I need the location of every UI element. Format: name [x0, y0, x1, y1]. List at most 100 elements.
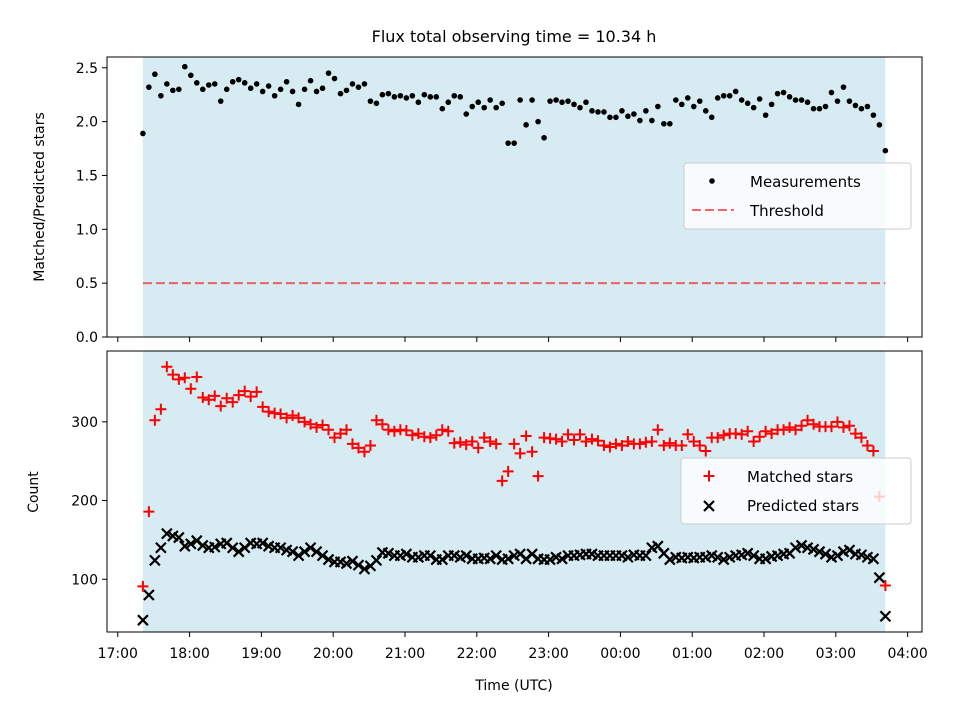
measurement-point [852, 102, 859, 109]
measurement-point [397, 92, 404, 99]
matched-star-point [185, 383, 197, 395]
measurement-point [265, 83, 272, 89]
measurement-point [583, 99, 589, 106]
x-tick-label: 01:00 [672, 646, 712, 662]
measurement-point [696, 98, 703, 104]
y-tick-label: 100 [71, 572, 98, 588]
matched-star-point [311, 421, 323, 433]
measurement-point [846, 98, 853, 104]
matched-star-point [430, 429, 442, 441]
matched-star-point [736, 428, 748, 440]
bottom-axes-frame [106, 350, 923, 633]
measurement-point [738, 97, 745, 103]
measurement-point [205, 82, 212, 88]
matched-star-point [466, 436, 478, 448]
measurement-point [780, 89, 787, 96]
matched-star-point [155, 403, 167, 415]
bottom-legend-frame [680, 457, 912, 525]
matched-star-point [520, 430, 532, 442]
y-tick-label: 200 [71, 494, 98, 510]
measurement-point [631, 111, 637, 117]
predicted-star-point [490, 549, 502, 562]
measurement-point [415, 99, 422, 106]
measurement-point [271, 92, 278, 99]
x-tick-label: 03:00 [816, 646, 856, 662]
measurement-point [211, 81, 218, 87]
matched-star-point [382, 424, 394, 436]
measurement-point [493, 104, 499, 111]
measurement-point [331, 75, 338, 82]
measurement-point [607, 114, 613, 121]
measurement-point [565, 98, 571, 104]
y-tick-label: 1.0 [76, 222, 98, 238]
matched-star-point [580, 436, 592, 448]
measurement-point [547, 98, 553, 104]
measurement-point [451, 92, 458, 99]
matched-star-point [496, 475, 508, 487]
predicted-star-point [197, 539, 209, 552]
x-tick-label: 20:00 [313, 646, 353, 662]
matched-star-point [658, 439, 670, 451]
matched-star-point [796, 420, 808, 432]
predicted-star-point [711, 551, 724, 564]
measurement-point [720, 92, 727, 99]
top-axes-frame [106, 56, 923, 338]
measurement-point [463, 111, 470, 117]
predicted-star-point [460, 549, 473, 562]
measurement-point [649, 117, 655, 124]
bottom-panel: 100 200 300 17:00 18:00 19:00 20:00 21:00 22:00… [26, 350, 928, 694]
predicted-star-point [544, 553, 556, 566]
matched-star-point [454, 436, 466, 448]
legend-x-glyph [703, 500, 715, 512]
predicted-star-point [502, 553, 514, 565]
predicted-star-point [256, 537, 269, 549]
matched-star-point [388, 425, 400, 437]
matched-star-point [143, 506, 155, 518]
matched-star-point [766, 428, 778, 440]
measurement-point [595, 109, 601, 115]
predicted-star-point [226, 542, 239, 554]
measurement-point [786, 94, 793, 100]
matched-star-point [299, 416, 311, 428]
predicted-star-point [358, 563, 371, 575]
measurement-point [625, 113, 631, 120]
measurement-point [295, 101, 302, 108]
measurement-point [379, 91, 386, 98]
measurement-point [361, 81, 368, 87]
matched-star-point [352, 442, 364, 454]
matched-star-point [622, 436, 634, 448]
matched-star-point [137, 580, 149, 592]
measurement-point [439, 105, 446, 112]
matched-star-point [227, 396, 239, 408]
matched-star-point [556, 436, 568, 448]
matched-star-point [245, 391, 257, 403]
matched-star-point [831, 416, 843, 428]
measurement-point [708, 114, 715, 121]
legend-plus-glyph [703, 470, 715, 482]
measurement-point [714, 95, 721, 101]
matched-star-point [592, 435, 604, 447]
measurement-point [828, 89, 835, 96]
predicted-star-point [843, 544, 856, 556]
y-tick-label: 0.5 [76, 276, 98, 292]
matched-star-point [179, 372, 191, 384]
measurement-point [822, 103, 829, 110]
legend-threshold-label: Threshold [749, 202, 824, 220]
predicted-star-point [831, 549, 844, 562]
measurement-point [678, 101, 685, 108]
measurement-point [475, 99, 482, 106]
matched-star-point [376, 418, 388, 430]
measurement-point [259, 88, 266, 95]
measurement-point [433, 94, 440, 100]
matched-star-point [370, 414, 382, 426]
predicted-star-point [316, 549, 329, 562]
y-tick-label: 2.5 [76, 61, 98, 77]
predicted-star-point [873, 571, 886, 584]
matched-star-point [484, 436, 496, 448]
measurement-point [517, 97, 523, 103]
measurement-point [655, 103, 661, 110]
matched-star-point [849, 428, 861, 440]
measurement-point [283, 78, 290, 85]
matched-star-point [574, 428, 586, 440]
measurement-point [164, 81, 170, 87]
